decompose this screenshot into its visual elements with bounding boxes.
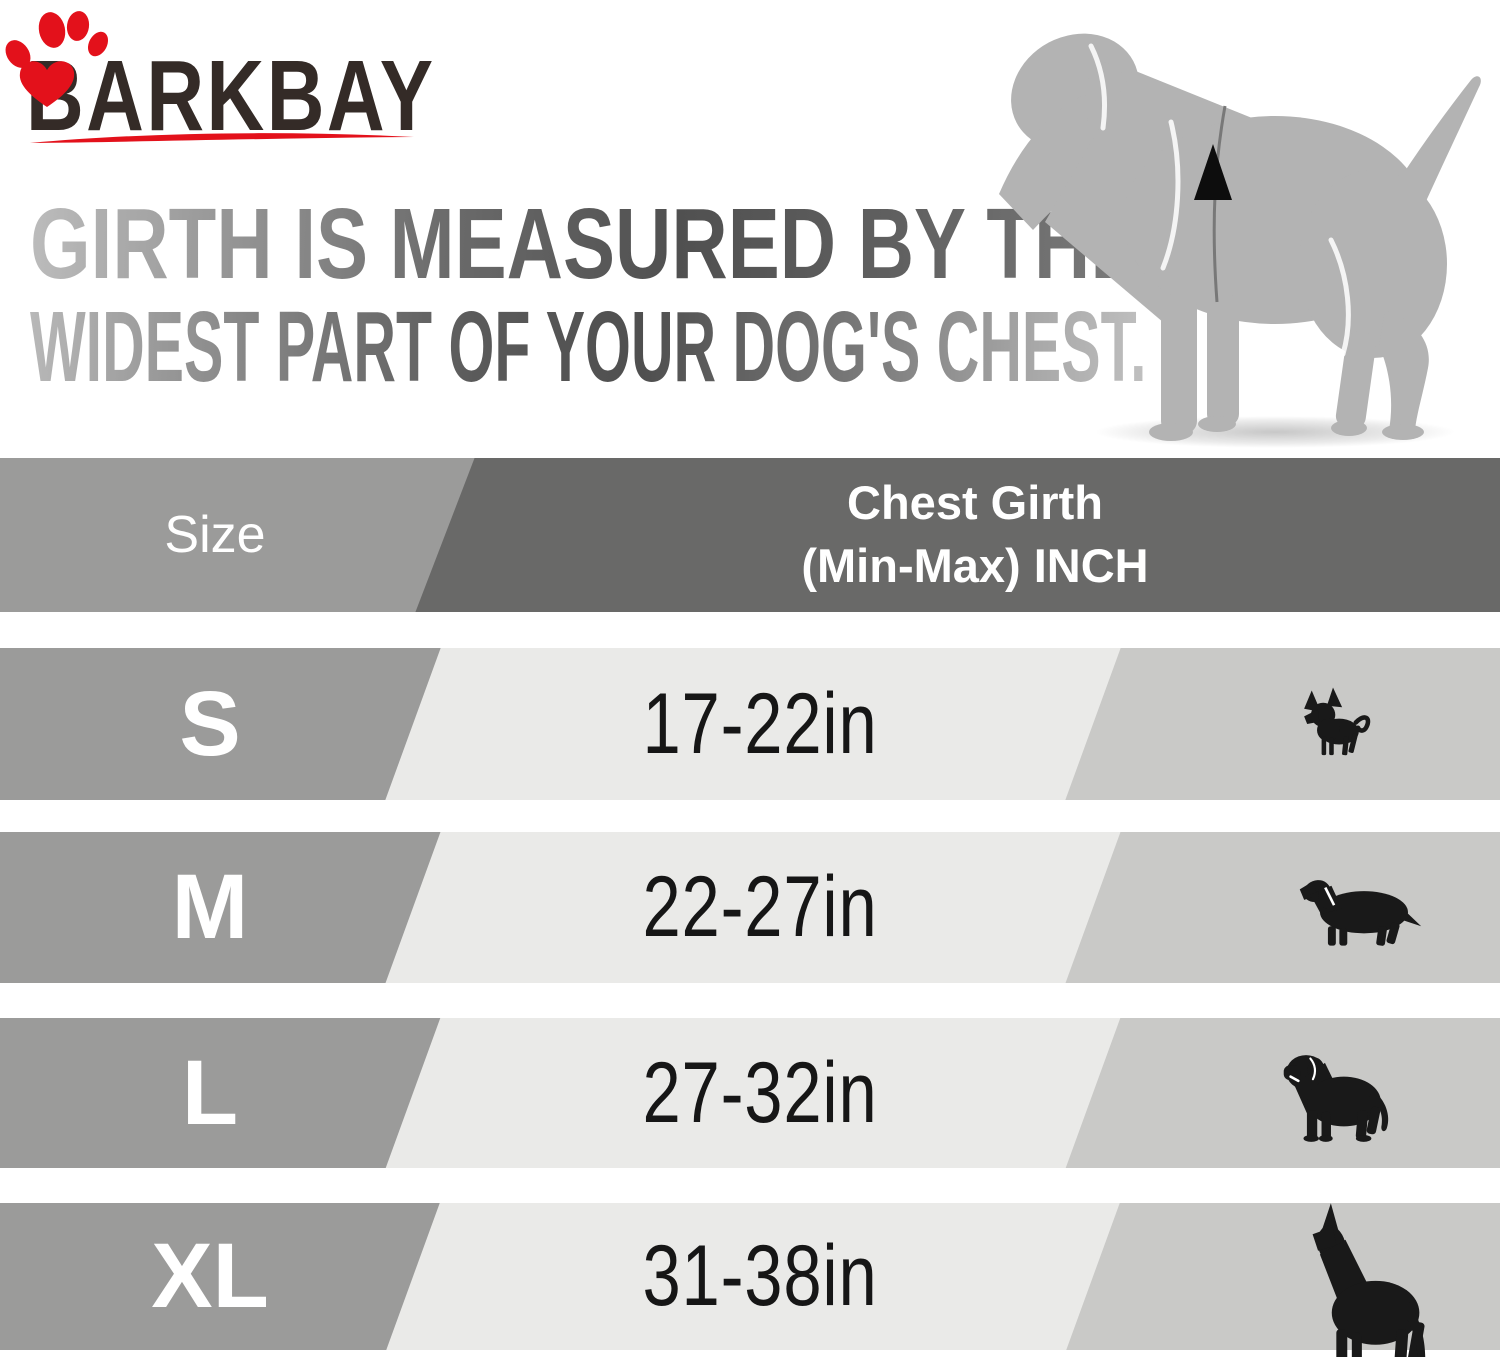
header-girth-line1: Chest Girth bbox=[847, 476, 1103, 530]
row-xl-size: XL bbox=[151, 1225, 269, 1327]
table-header-row: Size Chest Girth (Min-Max) INCH bbox=[0, 458, 1500, 612]
row-s-size: S bbox=[179, 672, 241, 775]
row-m-size: M bbox=[171, 856, 249, 958]
heading-line-1: GIRTH IS MEASURED BY THE bbox=[30, 188, 1143, 300]
table-row-m: M 22-27in bbox=[0, 832, 1500, 983]
up-arrow-triangle-icon bbox=[1194, 144, 1232, 200]
header-size-label: Size bbox=[164, 506, 266, 564]
brand-name: BARKBAY bbox=[26, 40, 436, 152]
chihuahua-icon bbox=[1304, 687, 1371, 756]
logo-underline-swoosh bbox=[30, 133, 414, 143]
row-l-girth: 27-32in bbox=[642, 1044, 878, 1141]
dog-highlight-lines bbox=[1088, 43, 1351, 357]
row-m-girth: 22-27in bbox=[642, 859, 878, 955]
paw-print-heart-icon bbox=[5, 11, 109, 107]
dog-girth-illustration bbox=[999, 33, 1481, 448]
row-l-size: L bbox=[181, 1041, 239, 1144]
table-row-s: S 17-22in bbox=[0, 648, 1500, 800]
table-row-xl: XL 31-38in bbox=[0, 1203, 1500, 1350]
labrador-icon bbox=[1283, 1055, 1389, 1142]
heading-line-2: WIDEST PART OF YOUR DOG'S CHEST. bbox=[30, 291, 1147, 403]
header-girth-label: Chest Girth (Min-Max) INCH bbox=[555, 472, 1395, 598]
row-s-girth: 17-22in bbox=[642, 675, 878, 772]
header-girth-line2: (Min-Max) INCH bbox=[801, 539, 1149, 592]
great-dane-icon bbox=[1312, 1203, 1426, 1357]
row-xl-girth: 31-38in bbox=[642, 1228, 878, 1324]
dog-body-silhouette bbox=[999, 33, 1481, 441]
dachshund-icon bbox=[1299, 880, 1422, 946]
table-row-l: L 27-32in bbox=[0, 1018, 1500, 1168]
